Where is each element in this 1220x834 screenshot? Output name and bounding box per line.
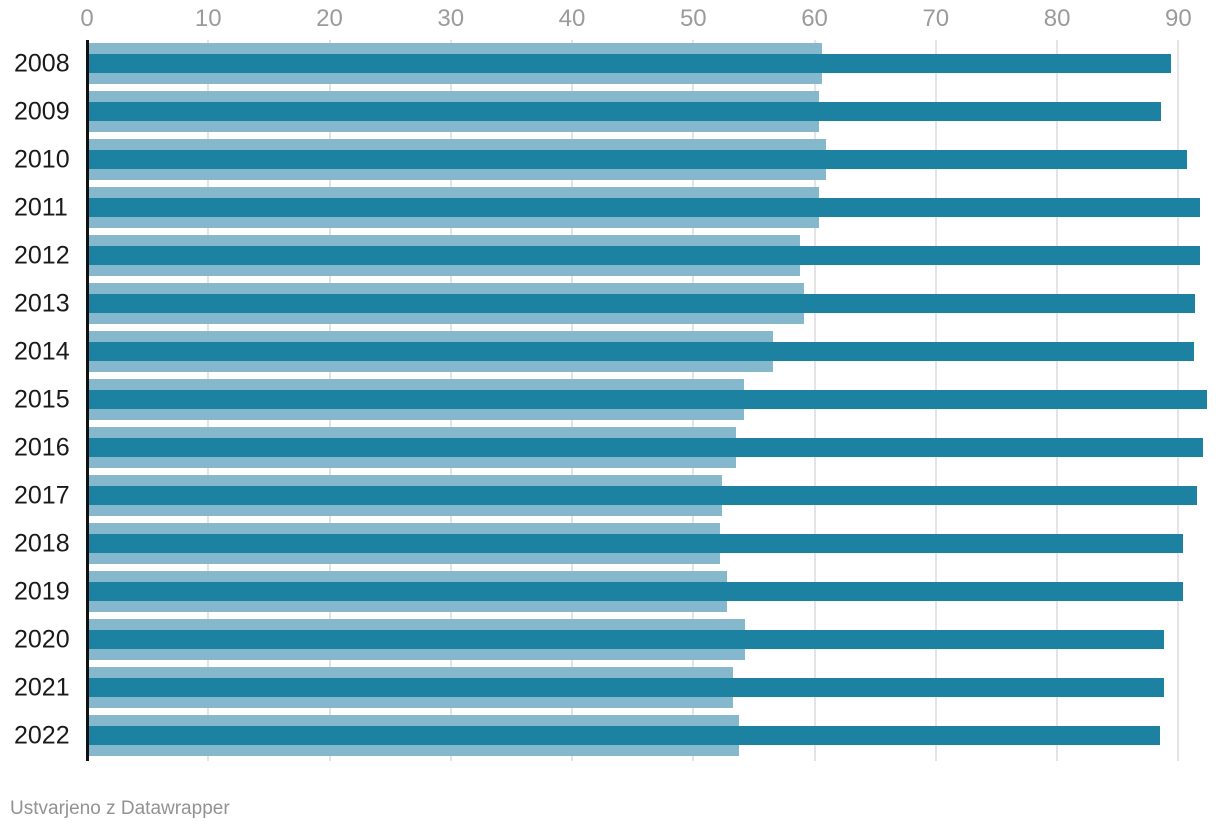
y-axis-label: 2020: [14, 625, 70, 654]
x-axis-tick-label: 60: [801, 5, 828, 32]
y-axis-label: 2011: [14, 193, 68, 222]
bar-dark: [87, 198, 1201, 217]
x-axis-tick-label: 90: [1164, 5, 1192, 32]
x-axis-tick-label: 30: [437, 5, 465, 32]
x-axis-tick-label: 20: [316, 5, 343, 32]
x-axis-tick-label: 80: [1043, 5, 1071, 32]
y-axis-label: 2018: [14, 529, 70, 558]
x-axis-tick-label: 0: [80, 5, 94, 32]
y-axis-label: 2015: [14, 385, 70, 414]
bar-dark: [87, 630, 1164, 649]
y-axis-label: 2019: [14, 577, 70, 606]
bar-dark: [87, 390, 1208, 409]
bar-dark: [87, 726, 1161, 745]
y-axis-label: 2017: [14, 481, 70, 510]
y-axis-label: 2008: [14, 49, 70, 78]
y-axis-label: 2012: [14, 241, 70, 270]
x-axis-tick-label: 40: [558, 5, 586, 32]
bar-dark: [87, 678, 1164, 697]
bar-dark: [87, 102, 1162, 121]
bar-dark: [87, 342, 1195, 361]
y-axis-label: 2016: [14, 433, 70, 462]
y-axis-label: 2010: [14, 145, 70, 174]
y-axis-label: 2022: [14, 721, 70, 750]
bar-dark: [87, 54, 1172, 73]
bar-dark: [87, 486, 1197, 505]
y-axis-label: 2009: [14, 97, 70, 126]
x-axis-tick-label: 10: [194, 5, 222, 32]
bar-dark: [87, 438, 1203, 457]
x-axis-tick-label: 70: [922, 5, 950, 32]
y-axis-line: [86, 40, 89, 761]
y-axis-label: 2021: [14, 673, 70, 702]
bar-dark: [87, 294, 1196, 313]
bar-dark: [87, 582, 1184, 601]
bar-dark: [87, 534, 1184, 553]
y-axis-label: 2014: [14, 337, 70, 366]
bar-dark: [87, 246, 1201, 265]
y-axis-label: 2013: [14, 289, 70, 318]
datawrapper-credit-link[interactable]: Ustvarjeno z Datawrapper: [10, 798, 230, 819]
bar-dark: [87, 150, 1187, 169]
x-axis-tick-label: 50: [679, 5, 707, 32]
